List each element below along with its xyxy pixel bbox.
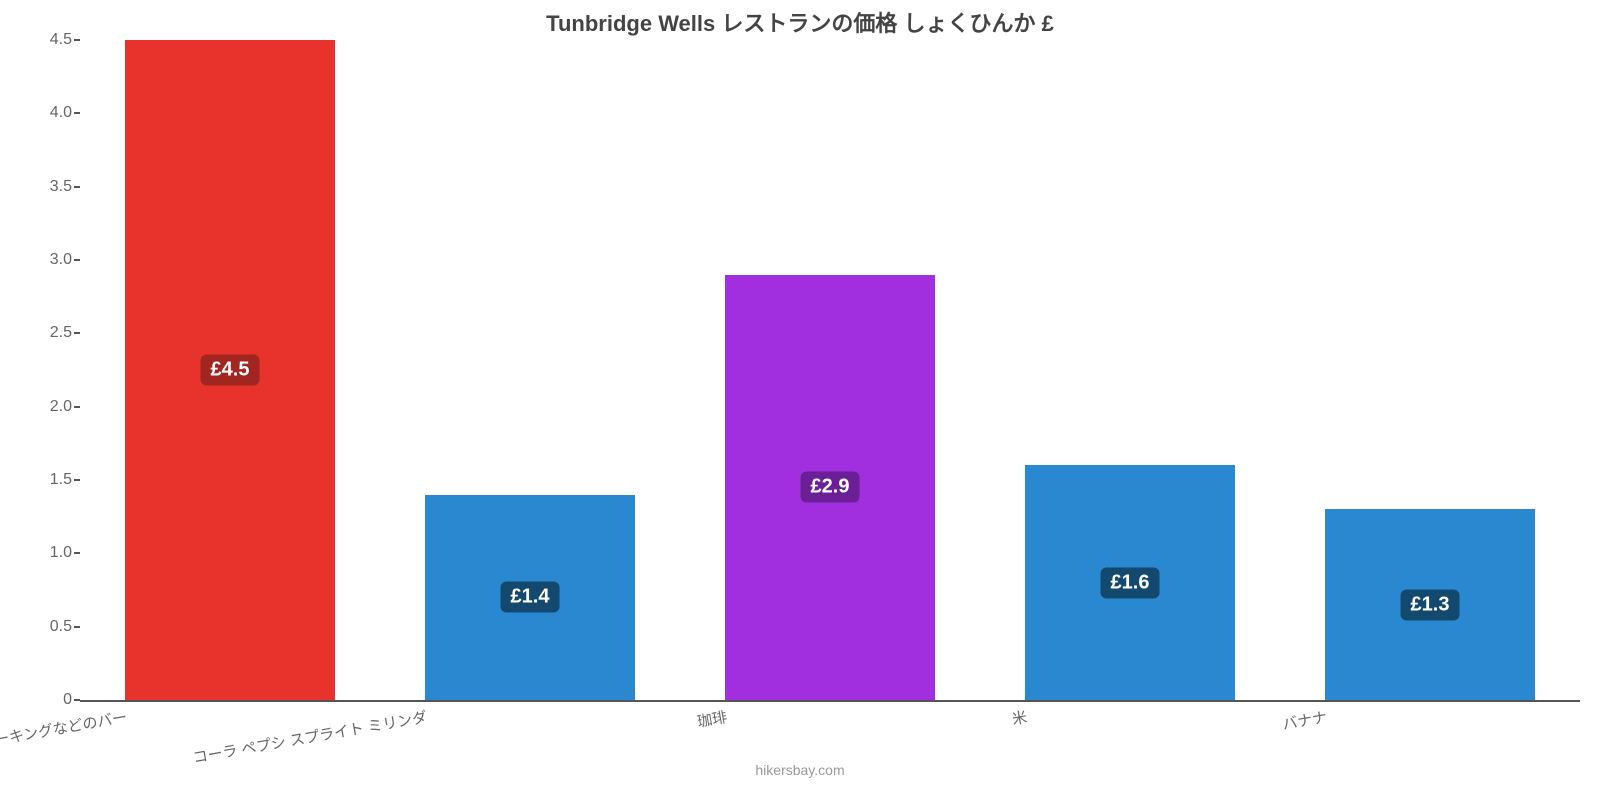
y-tick-mark	[74, 699, 80, 701]
bar-value-label: £1.6	[1101, 567, 1160, 598]
y-tick-mark	[74, 186, 80, 188]
bar-value-label: £1.3	[1401, 589, 1460, 620]
x-tick-label: バナナ	[1281, 706, 1329, 734]
chart-title: Tunbridge Wells レストランの価格 しょくひんか £	[0, 0, 1600, 38]
credit-text: hikersbay.com	[755, 762, 844, 778]
bar-value-label: £2.9	[801, 472, 860, 503]
bar-value-label: £1.4	[501, 582, 560, 613]
x-tick-label: 米	[1010, 706, 1028, 729]
bar: £1.6	[1025, 465, 1235, 700]
x-tick-label: コーラ ペプシ スプライト ミリンダ	[191, 706, 429, 768]
bar: £2.9	[725, 275, 935, 700]
bar: £4.5	[125, 40, 335, 700]
y-tick-mark	[74, 479, 80, 481]
y-tick-mark	[74, 39, 80, 41]
y-tick-mark	[74, 332, 80, 334]
y-tick-mark	[74, 406, 80, 408]
price-bar-chart: Tunbridge Wells レストランの価格 しょくひんか £ 00.51.…	[0, 0, 1600, 800]
bar-value-label: £4.5	[201, 355, 260, 386]
y-tick-mark	[74, 552, 80, 554]
y-tick-mark	[74, 259, 80, 261]
plot-area: 00.51.01.52.02.53.03.54.04.5£4.5マックバーガーキ…	[80, 42, 1580, 702]
bar: £1.3	[1325, 509, 1535, 700]
x-tick-label: マックバーガーキングなどのバー	[0, 706, 129, 766]
y-tick-mark	[74, 112, 80, 114]
bar: £1.4	[425, 495, 635, 700]
y-tick-mark	[74, 626, 80, 628]
x-tick-label: 珈琲	[695, 706, 728, 732]
